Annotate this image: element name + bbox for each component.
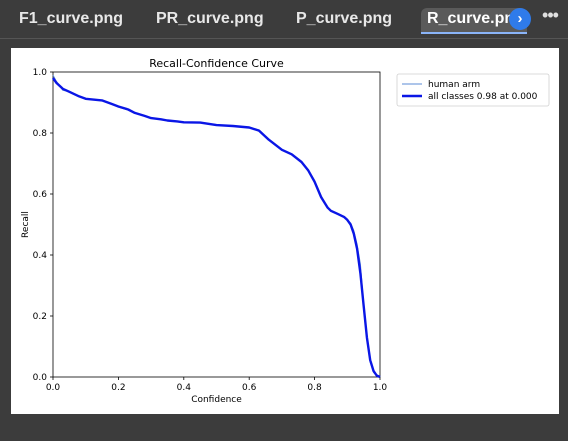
axes: Recall-Confidence Curve 0.0 0.2 0.4 0.6 0.8 1.… — [21, 57, 387, 405]
series-line-all-classes — [52, 77, 381, 379]
plot-frame — [52, 71, 381, 378]
y-tick-label: 0.4 — [33, 251, 48, 261]
y-axis-label: Recall — [21, 211, 31, 238]
y-tick-label: 0.0 — [33, 373, 48, 383]
x-tick-label: 0.2 — [111, 383, 125, 393]
y-tick-label: 1.0 — [33, 68, 48, 78]
legend: human arm all classes 0.98 at 0.000 — [396, 73, 550, 107]
x-tick-label: 1.0 — [373, 383, 388, 393]
tab-p-curve[interactable]: P_curve.png — [296, 10, 393, 27]
tab-divider — [0, 38, 568, 39]
more-horizontal-icon[interactable]: ••• — [542, 5, 559, 25]
x-axis-label: Confidence — [191, 395, 242, 405]
chevron-right-icon[interactable]: › — [509, 8, 531, 30]
tab-bar: F1_curve.png PR_curve.png P_curve.png R_… — [0, 0, 568, 38]
x-tick-label: 0.4 — [177, 383, 192, 393]
image-preview: Recall-Confidence Curve 0.0 0.2 0.4 0.6 0.8 1.… — [11, 48, 559, 414]
tab-f1-curve[interactable]: F1_curve.png — [19, 10, 124, 27]
legend-label: human arm — [428, 80, 480, 90]
y-tick-label: 0.8 — [33, 129, 48, 139]
series-line-human-arm — [52, 74, 381, 378]
legend-label: all classes 0.98 at 0.000 — [428, 92, 538, 102]
series-lines — [52, 74, 381, 379]
y-tick-label: 0.6 — [33, 190, 48, 200]
x-tick-label: 0.0 — [46, 383, 61, 393]
recall-confidence-chart: Recall-Confidence Curve 0.0 0.2 0.4 0.6 0.8 1.… — [21, 57, 550, 405]
chart-title: Recall-Confidence Curve — [149, 57, 284, 70]
x-tick-label: 0.8 — [307, 383, 322, 393]
x-tick-label: 0.6 — [242, 383, 257, 393]
tab-pr-curve[interactable]: PR_curve.png — [156, 10, 264, 27]
legend-box — [396, 73, 550, 107]
y-tick-label: 0.2 — [33, 312, 47, 322]
